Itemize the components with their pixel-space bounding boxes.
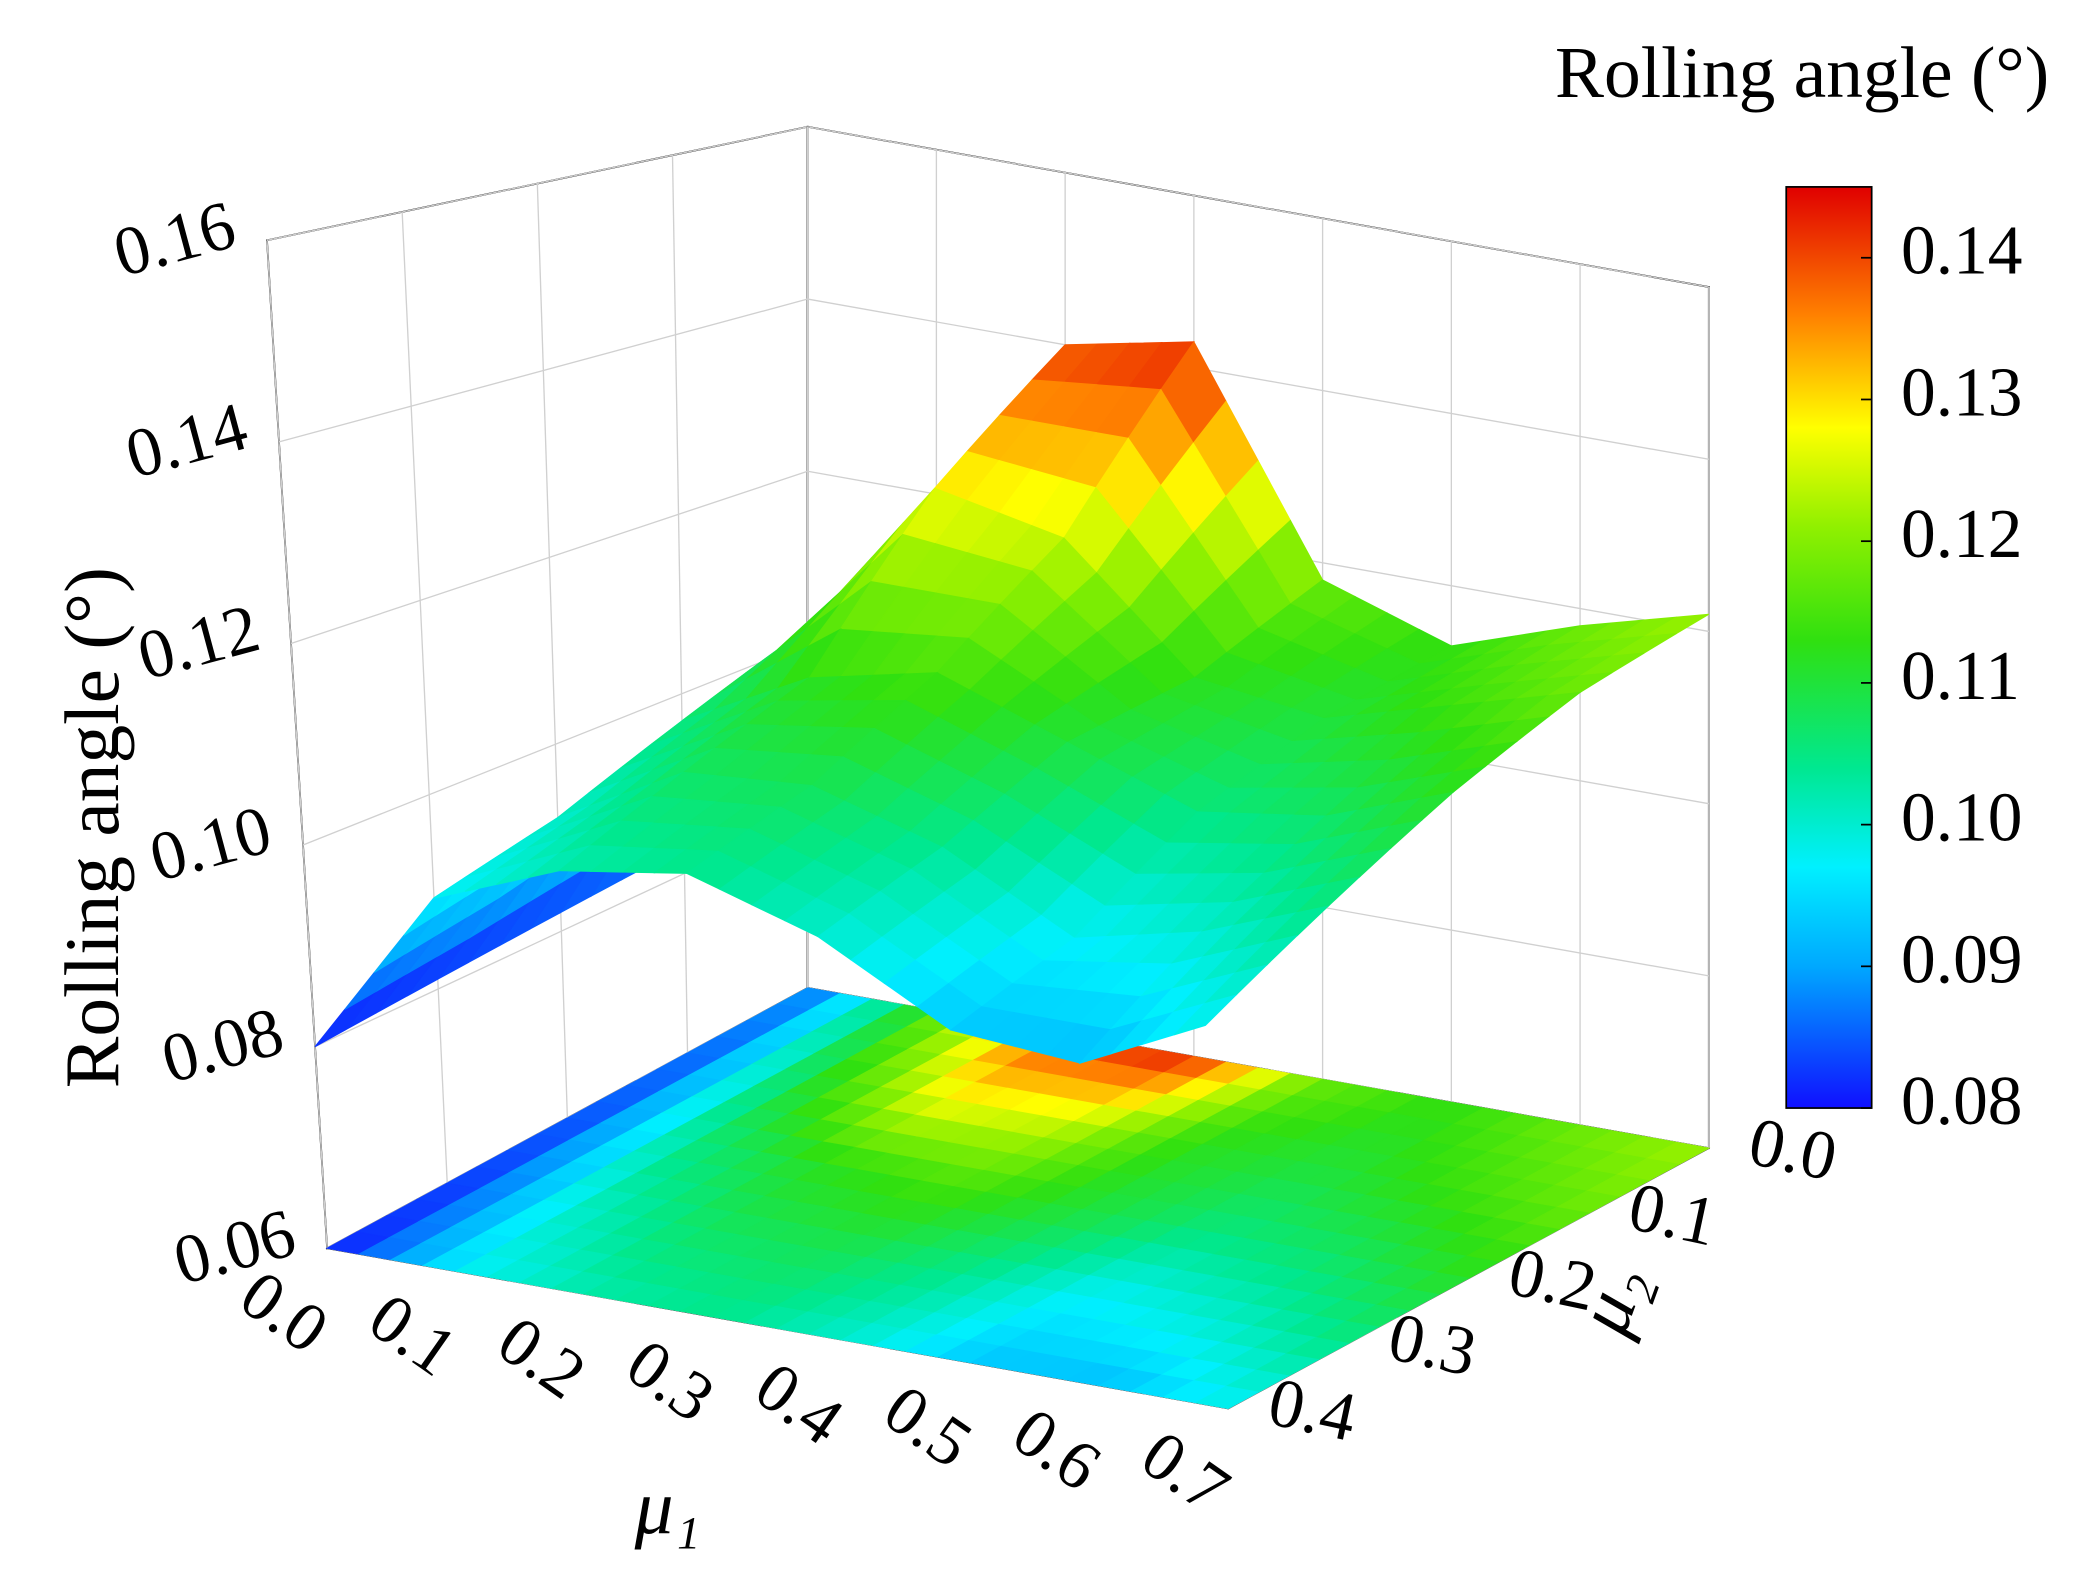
- colorbar-tick-label: 0.11: [1901, 638, 2020, 715]
- y-tick-label: 0.2: [1502, 1233, 1603, 1326]
- colorbar-tick-label: 0.08: [1901, 1063, 2022, 1140]
- floor-cell: [1194, 1385, 1260, 1409]
- z-tick-label: 0.12: [130, 590, 267, 696]
- grid-line: [807, 126, 1709, 288]
- colorbar-tick-label: 0.09: [1901, 921, 2022, 998]
- x-tick-label: 0.1: [355, 1279, 470, 1392]
- grid-line: [536, 183, 569, 1119]
- x-tick-label: 0.2: [484, 1302, 599, 1415]
- colorbar-tick-label: 0.12: [1901, 496, 2022, 573]
- y-tick-label: 0.1: [1622, 1168, 1723, 1261]
- grid-line: [671, 155, 689, 1053]
- colorbar-title: Rolling angle (°): [1555, 32, 2049, 113]
- z-tick-label: 0.10: [142, 791, 279, 897]
- grid-line: [266, 240, 328, 1249]
- colorbar: [1785, 186, 1873, 1109]
- colorbar-tick-label: 0.10: [1901, 780, 2022, 857]
- x-tick-label: 0.3: [613, 1325, 728, 1438]
- z-axis-label: Rolling angle (°): [49, 567, 135, 1088]
- surface-cell: [1173, 994, 1238, 1036]
- z-tick-label: 0.08: [154, 993, 291, 1099]
- z-tick-label: 0.16: [106, 186, 243, 292]
- plot: Rolling angle (°) Rolling angle (°) μ₁ μ…: [49, 32, 2049, 1550]
- x-axis-label: μ₁: [634, 1464, 701, 1550]
- x-tick-label: 0.4: [741, 1347, 856, 1460]
- y-tick-label: 0.3: [1382, 1298, 1483, 1391]
- y-tick-label: 0.4: [1262, 1363, 1363, 1456]
- colorbar-tick-label: 0.14: [1901, 213, 2022, 290]
- surface-cell: [314, 991, 376, 1048]
- colorbar-tick-label: 0.13: [1901, 354, 2022, 431]
- z-tick-label: 0.14: [118, 388, 255, 494]
- grid-line: [807, 298, 1709, 460]
- grid-line: [401, 211, 448, 1184]
- x-tick-label: 0.6: [999, 1393, 1114, 1506]
- y-tick-label: 0.0: [1742, 1103, 1843, 1196]
- x-tick-label: 0.7: [1128, 1416, 1243, 1529]
- x-tick-label: 0.5: [870, 1370, 985, 1483]
